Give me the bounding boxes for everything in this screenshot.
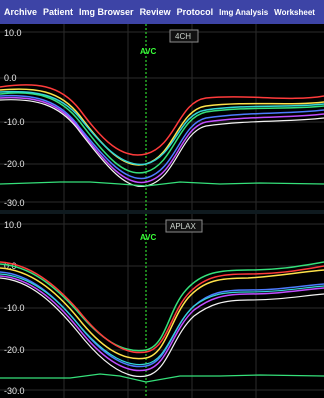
strain-trace-cyan: [0, 273, 324, 366]
strain-trace-purple: [0, 275, 324, 372]
menu-bar: Archive Patient Img Browser Review Proto…: [0, 0, 324, 24]
strain-trace-green: [0, 92, 324, 174]
y-tick-label: 10.0: [4, 220, 22, 230]
strain-trace-white: [0, 277, 324, 378]
strain-trace-green: [0, 261, 324, 352]
strain-trace-purple: [0, 96, 324, 184]
strain-trace-yellow: [0, 267, 324, 360]
view-tag: 4CH: [175, 32, 191, 41]
view-tag-box: [165, 219, 203, 233]
strain-trace-blue: [0, 94, 324, 180]
menu-protocol[interactable]: Protocol: [176, 7, 214, 17]
menu-img-browser[interactable]: Img Browser: [79, 7, 134, 17]
strain-panel-4ch: 10.0 0.0 -10.0 -20.0 -30.0 4CH AVC: [0, 24, 324, 210]
strain-trace-cyan: [0, 90, 324, 166]
panel-divider: [0, 210, 324, 214]
view-tag: APLAX: [170, 222, 196, 231]
strain-trace-yellow: [0, 88, 324, 166]
menu-review[interactable]: Review: [139, 7, 171, 17]
y-tick-label: -10.0: [4, 303, 25, 313]
y-tick-label: -30.0: [4, 198, 25, 208]
strain-panel-aplax: 10.0 0.0 -10.0 -20.0 -30.0 APLAX AVC: [0, 214, 324, 398]
y-tick-label: -20.0: [4, 159, 25, 169]
avc-marker-label: AVC: [140, 233, 157, 242]
y-tick-label: 10.0: [4, 28, 22, 38]
ecg-trace: [0, 181, 324, 187]
y-tick-label: -20.0: [4, 345, 25, 355]
ecg-trace: [0, 373, 324, 383]
y-tick-label: -30.0: [4, 386, 25, 396]
strain-plot-aplax: 10.0 0.0 -10.0 -20.0 -30.0 APLAX AVC: [0, 214, 324, 398]
strain-trace-blue: [0, 271, 324, 368]
menu-img-analysis[interactable]: Img Analysis: [219, 7, 269, 17]
strain-trace-red: [0, 84, 324, 156]
menu-archive[interactable]: Archive: [4, 7, 38, 17]
view-tag-box: [169, 29, 199, 43]
strain-trace-red: [0, 261, 324, 354]
avc-marker-label: AVC: [140, 47, 157, 56]
y-tick-label: -10.0: [4, 117, 25, 127]
menu-worksheet[interactable]: Worksheet: [274, 7, 315, 17]
menu-patient[interactable]: Patient: [43, 7, 74, 17]
y-tick-label: 0.0: [4, 73, 17, 83]
strain-plot-4ch: 10.0 0.0 -10.0 -20.0 -30.0 4CH AVC: [0, 24, 324, 210]
